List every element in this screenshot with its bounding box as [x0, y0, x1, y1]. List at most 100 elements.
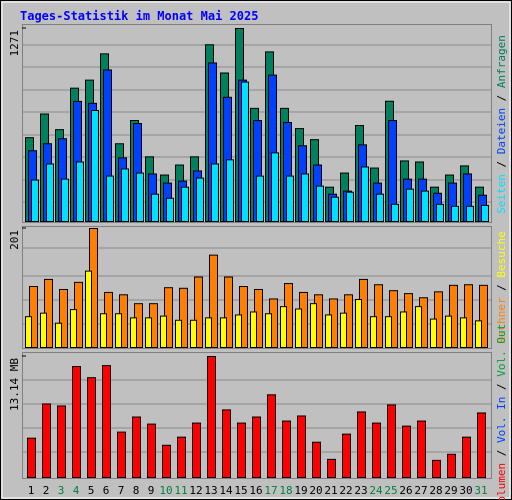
- bar: [342, 433, 351, 479]
- bar: [42, 403, 51, 478]
- bar: [181, 186, 189, 223]
- bar: [147, 423, 156, 479]
- x-tick-label: 6: [103, 484, 110, 497]
- x-tick-label: 1: [28, 484, 35, 497]
- bar: [106, 175, 114, 222]
- bar: [31, 179, 39, 223]
- x-tick-label: 2: [43, 484, 50, 497]
- x-tick-label: 15: [234, 484, 247, 497]
- bar: [117, 431, 126, 479]
- bar: [271, 152, 279, 222]
- bar: [25, 316, 32, 348]
- bar: [417, 420, 426, 479]
- bar: [179, 287, 188, 348]
- bar: [436, 203, 444, 222]
- bar: [241, 81, 249, 222]
- bar: [312, 441, 321, 478]
- bar: [132, 416, 141, 478]
- bar: [460, 317, 467, 348]
- bar: [115, 313, 122, 348]
- legend-separator: /: [495, 377, 508, 397]
- bar: [224, 276, 233, 349]
- bar: [151, 193, 159, 222]
- x-tick-label: 23: [354, 484, 367, 497]
- bar: [432, 459, 441, 478]
- bar: [430, 318, 437, 349]
- x-tick-label: 24: [369, 484, 383, 497]
- legend-entry: Rechner: [495, 297, 508, 344]
- bar: [211, 163, 219, 222]
- bar: [295, 308, 302, 349]
- bar: [447, 453, 456, 479]
- legend-separator: /: [495, 278, 508, 298]
- bar: [256, 175, 264, 222]
- x-tick-label: 5: [88, 484, 95, 497]
- legend-entry: Volumen: [495, 463, 508, 500]
- x-tick-label: 13: [204, 484, 217, 497]
- bar: [297, 415, 306, 478]
- bar: [357, 411, 366, 478]
- bar: [464, 284, 473, 348]
- bar: [310, 303, 317, 348]
- legend-entry: Dateien: [495, 108, 508, 154]
- x-tick-label: 28: [429, 484, 442, 497]
- bar: [220, 317, 227, 348]
- bar: [121, 168, 129, 222]
- legend-entry: Anfragen: [495, 35, 508, 88]
- bar: [374, 284, 383, 348]
- bar: [205, 317, 212, 348]
- bar: [372, 422, 381, 479]
- bar: [466, 205, 474, 223]
- x-tick-label: 29: [444, 484, 457, 497]
- x-tick-label: 7: [118, 484, 125, 497]
- x-tick-label: 9: [148, 484, 155, 497]
- bar: [55, 322, 62, 349]
- x-tick-label: 21: [324, 484, 337, 497]
- bar: [237, 422, 246, 479]
- x-tick-label: 11: [174, 484, 187, 497]
- bar: [406, 188, 414, 222]
- bar: [61, 178, 69, 222]
- bar: [46, 163, 54, 222]
- bar: [415, 306, 422, 349]
- y-max-label: 1271: [8, 30, 21, 57]
- legend-entry: Vol. Out: [495, 324, 508, 377]
- bar: [250, 311, 257, 348]
- legend-entry: Seiten: [495, 174, 508, 214]
- x-tick-label: 25: [384, 484, 397, 497]
- bar: [376, 193, 384, 222]
- bar: [252, 416, 261, 478]
- bar: [192, 422, 201, 479]
- bar: [340, 312, 347, 348]
- y-max-label: 201: [8, 230, 21, 250]
- bar: [400, 311, 407, 348]
- bar: [85, 270, 92, 348]
- bar: [475, 320, 482, 349]
- legend: Seiten / Dateien / Anfragen: [495, 35, 508, 214]
- x-tick-label: 8: [133, 484, 140, 497]
- bar: [72, 366, 81, 478]
- x-tick-label: 3: [58, 484, 65, 497]
- bar: [100, 313, 107, 348]
- bar: [59, 288, 68, 349]
- bar: [267, 394, 276, 479]
- bar: [316, 185, 324, 223]
- bar: [166, 197, 174, 222]
- bar: [209, 254, 218, 348]
- bar: [145, 317, 152, 348]
- bar: [235, 314, 242, 348]
- legend-entry: Besuche: [495, 231, 508, 277]
- bar: [76, 161, 84, 223]
- legend-separator: /: [495, 443, 508, 463]
- bar: [177, 436, 186, 478]
- bar: [286, 175, 294, 222]
- bar: [355, 299, 362, 348]
- bar: [479, 284, 488, 348]
- bar: [280, 306, 287, 349]
- legend: Rechner / Besuche: [495, 231, 508, 344]
- x-tick-label: 14: [219, 484, 233, 497]
- x-tick-label: 12: [189, 484, 202, 497]
- x-tick-label: 30: [459, 484, 472, 497]
- bar: [370, 316, 377, 348]
